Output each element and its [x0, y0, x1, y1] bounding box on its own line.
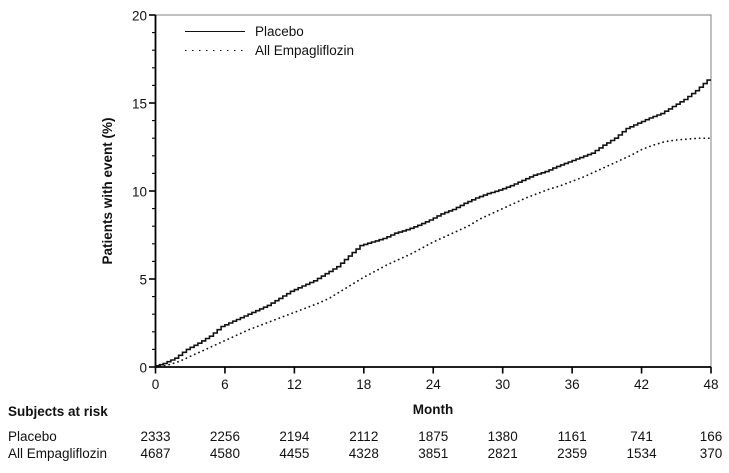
- dotted-line-sample: [185, 49, 245, 52]
- risk-count: 741: [630, 429, 653, 444]
- risk-count: 370: [699, 446, 723, 461]
- risk-count: 2256: [209, 429, 240, 444]
- risk-count: 2333: [140, 429, 171, 444]
- legend-item-empagliflozin: All Empagliflozin: [185, 41, 354, 60]
- plot-frame: [155, 14, 712, 368]
- risk-count: 4455: [279, 446, 310, 461]
- x-tick-label: 6: [221, 377, 229, 392]
- risk-count: 1380: [487, 429, 518, 444]
- placebo-curve: [154, 79, 711, 367]
- risk-count: 2359: [557, 446, 588, 461]
- risk-count: 4580: [209, 446, 240, 461]
- risk-count: 166: [699, 429, 723, 444]
- y-tick-label: 20: [131, 8, 147, 23]
- risk-table-title: Subjects at risk: [8, 404, 108, 419]
- x-tick-label: 48: [703, 377, 719, 392]
- risk-count: 1875: [418, 429, 449, 444]
- y-tick-label: 5: [139, 272, 147, 287]
- risk-row-label: Placebo: [8, 429, 57, 444]
- x-tick-label: 30: [495, 377, 511, 392]
- legend: Placebo All Empagliflozin: [185, 22, 354, 60]
- risk-count: 4687: [140, 446, 171, 461]
- risk-row-label: All Empagliflozin: [8, 446, 108, 461]
- y-axis-label: Patients with event (%): [100, 117, 115, 265]
- y-tick-label: 10: [131, 184, 147, 199]
- risk-count: 2194: [279, 429, 310, 444]
- x-axis-label: Month: [412, 402, 454, 417]
- x-tick-label: 18: [356, 377, 372, 392]
- y-tick-label: 0: [139, 360, 147, 375]
- risk-count: 3851: [418, 446, 449, 461]
- risk-count: 1161: [557, 429, 587, 444]
- legend-label: Placebo: [255, 24, 304, 39]
- y-tick-label: 15: [131, 96, 147, 111]
- legend-item-placebo: Placebo: [185, 22, 354, 41]
- x-tick-label: 12: [286, 377, 302, 392]
- solid-line-sample: [185, 31, 245, 32]
- risk-row-empagliflozin: All Empagliflozin 4687 4580 4455 4328 3851 28…: [0, 446, 729, 462]
- risk-count: 2821: [487, 446, 518, 461]
- x-tick-label: 0: [151, 377, 160, 392]
- axes: [154, 15, 711, 368]
- empagliflozin-curve: [154, 137, 712, 368]
- risk-count: 2112: [349, 429, 379, 444]
- x-tick-label: 24: [425, 377, 441, 392]
- x-tick-label: 36: [564, 377, 580, 392]
- legend-label: All Empagliflozin: [255, 43, 355, 58]
- x-tick-label: 42: [634, 377, 650, 392]
- risk-row-placebo: Placebo 2333 2256 2194 2112 1875 1380 1161 741 1…: [0, 429, 729, 445]
- risk-count: 1534: [626, 446, 657, 461]
- risk-count: 4328: [348, 446, 379, 461]
